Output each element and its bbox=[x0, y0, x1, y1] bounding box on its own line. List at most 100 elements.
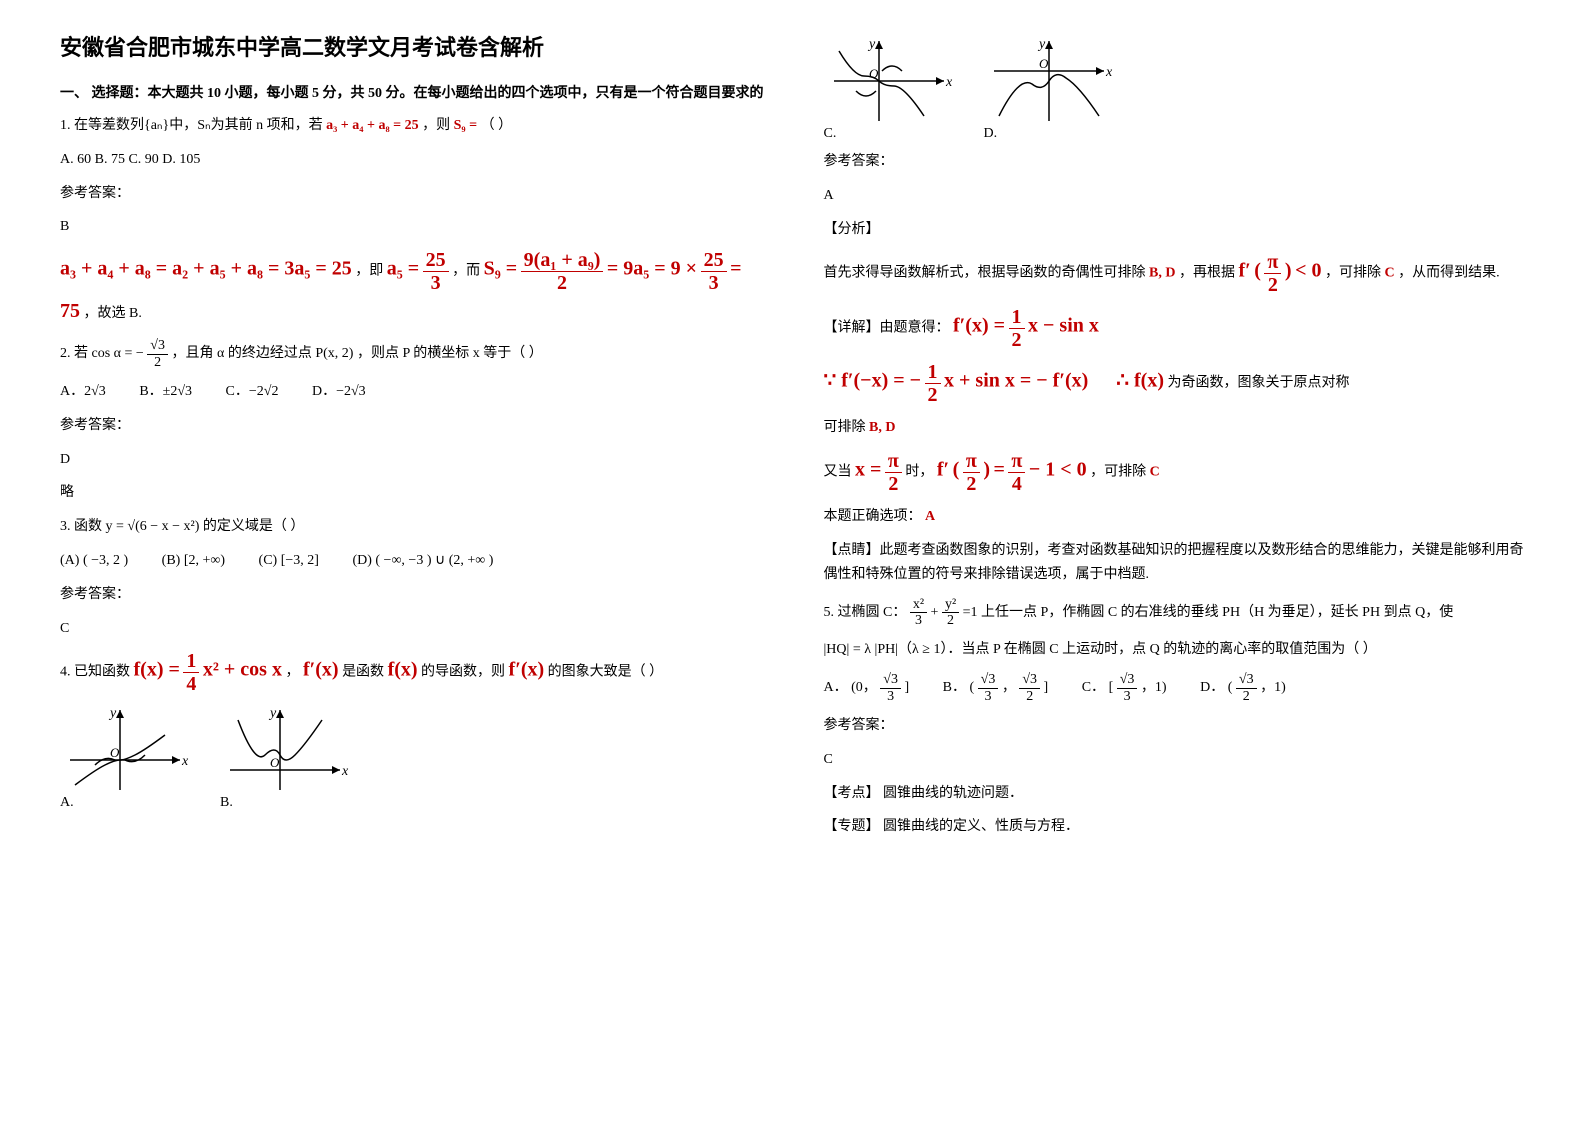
q5-B-frac2: √3 2 bbox=[1019, 672, 1040, 704]
q5-zt-label: 【专题】 bbox=[824, 819, 880, 834]
q3-ans: C bbox=[60, 617, 764, 641]
q5-y22: y² 2 bbox=[942, 597, 959, 629]
q4-label-a: A. bbox=[60, 795, 190, 811]
q5-A-n: √3 bbox=[880, 672, 901, 688]
q4-4: 4 bbox=[183, 673, 199, 695]
q5-y2: y² bbox=[942, 597, 959, 613]
q4-pi2-frac2: π 2 bbox=[885, 450, 902, 495]
svg-text:y: y bbox=[1037, 37, 1046, 52]
q4-c: 的导函数，则 bbox=[421, 665, 509, 680]
q5-D-frac: √3 2 bbox=[1236, 672, 1257, 704]
q4-pi2: 2 bbox=[1264, 274, 1281, 296]
q5-C-frac: √3 3 bbox=[1117, 672, 1138, 704]
q5-B-d1: 3 bbox=[978, 689, 999, 704]
q4-therefore: ∴ f(x) bbox=[1116, 370, 1164, 392]
q2-stem: 2. 若 cos α = − √3 2 ，且角 α 的终边经过点 P(x, 2)… bbox=[60, 338, 764, 370]
q4-a: 4. 已知函数 bbox=[60, 665, 134, 680]
q4-an-1b: ，再根据 bbox=[1179, 266, 1239, 281]
q2-ans: D bbox=[60, 448, 764, 472]
q4-fpx: f′(x) = bbox=[953, 315, 1005, 337]
q5-B-d2: 2 bbox=[1019, 689, 1040, 704]
q5-zt-txt: 圆锥曲线的定义、性质与方程． bbox=[883, 819, 1079, 834]
q4-since: ∵ f′(−x) = − bbox=[824, 370, 922, 392]
q3-C: (C) bbox=[259, 553, 278, 568]
q4-correct-txt: 本题正确选项： bbox=[824, 509, 922, 524]
q4-an-1d: ，从而得到结果. bbox=[1398, 266, 1500, 281]
q4-lt0: < 0 bbox=[1295, 260, 1321, 282]
q2-options: A．2√3 B．±2√3 C．−2√2 D．−2√3 bbox=[60, 380, 764, 404]
q1-sol-a: a₃ + a₄ + a₈ = a₂ + a₅ + a₈ = 3a₅ = 25 bbox=[60, 258, 352, 280]
q1-a5-den: 3 bbox=[423, 272, 449, 294]
svg-text:O: O bbox=[869, 66, 879, 81]
q5-Co: [ bbox=[1109, 680, 1114, 695]
q4-stem: 4. 已知函数 f(x) = 1 4 x² + cos x ， f′(x) 是函… bbox=[60, 650, 764, 695]
q1-prefix: 1. 在等差数列{aₙ}中，Sₙ为其前 n 项和，若 bbox=[60, 118, 326, 133]
q4-c-only2: C bbox=[1150, 465, 1160, 480]
q3-Av: ( −3, 2 ) bbox=[83, 553, 128, 568]
svg-text:x: x bbox=[341, 764, 349, 779]
svg-text:y: y bbox=[108, 706, 117, 721]
q1-sol-b: ，即 bbox=[355, 264, 387, 279]
q4-half-frac2: 1 2 bbox=[925, 361, 941, 406]
q1-stem: 1. 在等差数列{aₙ}中，Sₙ为其前 n 项和，若 a₃ + a₄ + a₈ … bbox=[60, 114, 764, 138]
q4-analysis-label: 【分析】 bbox=[824, 218, 1528, 242]
q4-xpi2: 又当 x = π 2 时， f′ ( π 2 ) = π 4 − 1 < 0 ，… bbox=[824, 450, 1528, 495]
q3-func: y = √(6 − x − x²) bbox=[106, 519, 200, 534]
q1-a5-num: 25 bbox=[423, 249, 449, 272]
q4-excl-bd-txt: 可排除 bbox=[824, 420, 870, 435]
q4-fx: f(x) bbox=[388, 659, 418, 681]
q4-14: 1 4 bbox=[183, 650, 199, 695]
q4-c-only: C bbox=[1384, 266, 1394, 281]
q1-suffix: ，则 bbox=[422, 118, 450, 133]
q4-detail: 【详解】由题意得： f′(x) = 1 2 x − sin x bbox=[824, 306, 1528, 351]
q5-Cc: ，1) bbox=[1141, 680, 1167, 695]
q4-half-frac: 1 2 bbox=[1009, 306, 1025, 351]
q4-an-1a: 首先求得导函数解析式，根据导函数的奇偶性可排除 bbox=[824, 266, 1150, 281]
q5-2: 2 bbox=[942, 613, 959, 628]
q4-an-1c: ，可排除 bbox=[1325, 266, 1385, 281]
q2-c: ，则点 P 的横坐标 x 等于（ ） bbox=[357, 346, 543, 361]
q1-sol-c: ，而 bbox=[452, 264, 484, 279]
q4-m1lt0: − 1 < 0 bbox=[1029, 459, 1087, 481]
q5-A-d: 3 bbox=[880, 689, 901, 704]
q5-Bcl: ] bbox=[1044, 680, 1049, 695]
q4-d: 的图象大致是（ ） bbox=[548, 665, 664, 680]
q5-A-frac: √3 3 bbox=[880, 672, 901, 704]
q3-Bv: [2, +∞) bbox=[184, 553, 225, 568]
q5-kd-txt: 圆锥曲线的轨迹问题． bbox=[883, 786, 1023, 801]
q5-x2: x² bbox=[910, 597, 927, 613]
q4-detail-label: 【详解】由题意得： bbox=[824, 321, 950, 336]
q4-A: A bbox=[925, 509, 935, 524]
q4-correct: 本题正确选项： A bbox=[824, 505, 1528, 529]
q1-solution: a₃ + a₄ + a₈ = a₂ + a₅ + a₈ = 3a₅ = 25 ，… bbox=[60, 249, 764, 328]
q3-A: (A) bbox=[60, 553, 79, 568]
q5-Acl: ] bbox=[904, 680, 909, 695]
q4-graph-a: x y O bbox=[60, 705, 190, 795]
q1-s9-num: 9(a₁ + a₉) bbox=[521, 249, 604, 272]
q4-bd: B, D bbox=[1149, 266, 1175, 281]
svg-text:O: O bbox=[1039, 56, 1049, 71]
q1-s9-den: 2 bbox=[521, 272, 604, 294]
q4-dianjing: 【点睛】此题考查函数图象的识别，考查对函数基础知识的把握程度以及数形结合的思维能… bbox=[824, 539, 1528, 587]
q1-sol-d: ，故选 B. bbox=[84, 306, 142, 321]
section-heading: 一、 选择题：本大题共 10 小题，每小题 5 分，共 50 分。在每小题给出的… bbox=[60, 82, 764, 102]
q4-xeq: x = bbox=[855, 459, 881, 481]
q2-A: A． bbox=[60, 384, 84, 399]
q4-analysis: 首先求得导函数解析式，根据导函数的奇偶性可排除 B, D ，再根据 f′ ( π… bbox=[824, 251, 1528, 296]
svg-text:y: y bbox=[867, 37, 876, 52]
q4-graph-c: x y O bbox=[824, 36, 954, 126]
q1-options: A. 60 B. 75 C. 90 D. 105 bbox=[60, 148, 764, 172]
q1-s9-frac2: 25 3 bbox=[701, 249, 727, 294]
q5-plus: + bbox=[931, 605, 942, 620]
q4-label-c: C. bbox=[824, 126, 954, 142]
q4-xsin: x − sin x bbox=[1028, 315, 1099, 337]
q5-B-n1: √3 bbox=[978, 672, 999, 688]
q1-eq1: a₃ + a₄ + a₈ = 25 bbox=[326, 118, 419, 133]
q4-graph-d: x y O bbox=[984, 36, 1114, 126]
svg-text:x: x bbox=[1105, 65, 1113, 80]
q4-f: f(x) = bbox=[134, 659, 180, 681]
q1-a5-frac: 25 3 bbox=[423, 249, 449, 294]
q4-xsin2: x + sin x = − f′(x) bbox=[944, 370, 1088, 392]
q5-x23: x² 3 bbox=[910, 597, 927, 629]
q4-graphs-cd: x y O C. x y O bbox=[824, 36, 1528, 142]
